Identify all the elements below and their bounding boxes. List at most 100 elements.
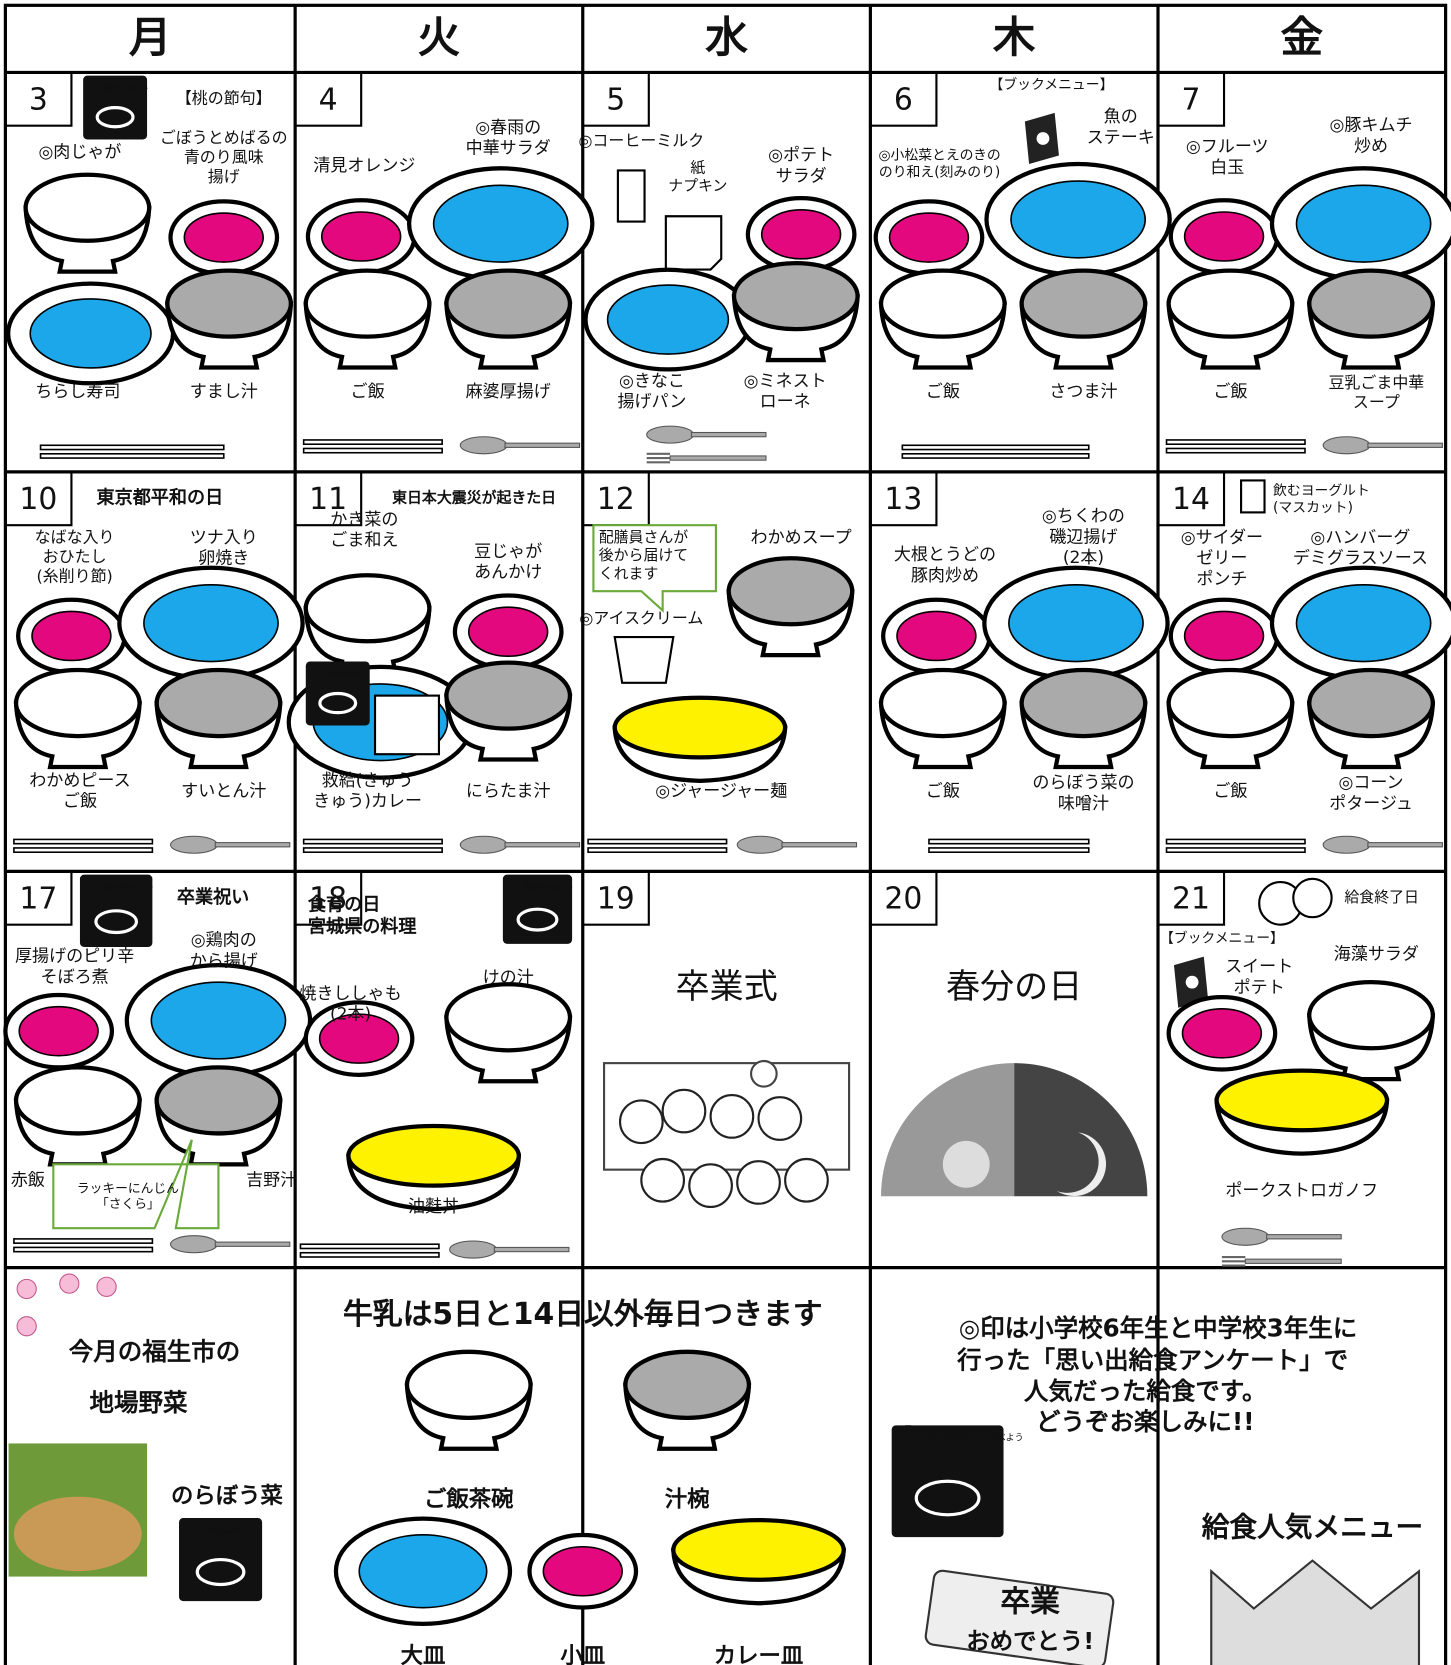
menu-item: (2本) — [330, 1005, 371, 1025]
chopstick — [302, 447, 443, 454]
label: ◎印は小学校6年生と中学校3年生に — [959, 1313, 1357, 1342]
date-box — [5, 72, 73, 127]
student — [736, 1160, 781, 1205]
note: 宮城県の料理 — [308, 916, 417, 938]
chopstick — [901, 453, 1090, 459]
menu-item: ◎肉じゃが — [38, 142, 121, 162]
date-box — [1157, 471, 1226, 527]
menu-item: ご飯 — [1213, 382, 1247, 402]
label: 今月の福生市の — [69, 1337, 241, 1366]
menu-item: ◎小松菜とえのきの — [878, 148, 1000, 164]
spoon-handle — [214, 842, 291, 848]
small-plate-food — [1183, 610, 1265, 662]
face — [1292, 877, 1333, 919]
small-plate-food — [1183, 211, 1265, 262]
date-box — [582, 72, 650, 127]
menu-item: ツナ入り — [190, 528, 258, 548]
spoon-head — [1322, 835, 1371, 854]
note: (マスカット) — [1273, 500, 1353, 516]
goal-number: 11 — [508, 876, 535, 899]
date: 7 — [1182, 83, 1201, 118]
bowl-rim — [623, 1349, 752, 1420]
menu-item: 麻婆厚揚げ — [466, 382, 551, 402]
chopstick — [39, 453, 225, 459]
moon — [1056, 1132, 1107, 1197]
date: 18 — [309, 882, 347, 917]
menu-item: 「さくら」 — [96, 1197, 160, 1212]
menu-item: 海藻サラダ — [1334, 944, 1419, 964]
blossom — [16, 1278, 37, 1300]
date-box — [1157, 871, 1226, 926]
menu-item: ◎ジャージャー麺 — [655, 781, 787, 801]
bowl-rim — [444, 982, 573, 1053]
small-plate-food — [760, 209, 842, 260]
date: 17 — [19, 882, 57, 917]
date-box — [5, 471, 73, 527]
bowl-rim — [1019, 667, 1148, 739]
date-box — [870, 871, 938, 926]
menu-item: ◎ちくわの — [1042, 507, 1125, 527]
chopstick — [13, 1246, 154, 1253]
spoon-handle — [504, 442, 581, 448]
fork-handle — [1244, 1258, 1342, 1264]
milk — [616, 169, 646, 223]
bowl-rim — [13, 1065, 142, 1136]
note: 給食終了日 — [1344, 888, 1419, 906]
date: 19 — [597, 882, 635, 917]
spoon-head — [736, 835, 785, 854]
goal-number: 7 — [311, 664, 323, 685]
bowl-rim — [444, 268, 573, 339]
chopstick — [13, 838, 154, 845]
student — [757, 1096, 803, 1141]
menu-item: そぼろ煮 — [41, 967, 109, 987]
menu-item: にらたま汁 — [466, 781, 551, 801]
small-plate-food — [1181, 1008, 1263, 1059]
menu-item: ◎アイスクリーム — [579, 608, 703, 627]
menu-item: ポタージュ — [1329, 794, 1413, 814]
blossom — [16, 1316, 37, 1337]
menu-item: (糸削り節) — [36, 566, 112, 585]
large-plate-food — [1008, 584, 1144, 663]
menu-item: ◎コーン — [1338, 773, 1403, 793]
bowl-rim — [23, 172, 152, 243]
date: 11 — [309, 482, 347, 517]
note: 飲むヨーグルト — [1273, 483, 1370, 499]
date-box — [295, 871, 363, 926]
small-plate-food — [320, 211, 402, 262]
menu-item: スイート — [1225, 957, 1293, 977]
student — [618, 1099, 664, 1145]
chopstick — [39, 444, 225, 451]
chopstick — [928, 847, 1090, 854]
bowl-rim — [878, 268, 1007, 339]
menu-item: ラッキーにんじん — [77, 1181, 179, 1196]
chopstick — [302, 838, 443, 845]
student — [688, 1163, 733, 1209]
menu-item: ご飯 — [926, 781, 960, 801]
goal-text: 和食文化を伝えよう — [102, 883, 154, 891]
book-icon-mark — [1036, 132, 1050, 145]
bowl-rim — [1307, 667, 1435, 739]
note: 【ブックメニュー】 — [990, 76, 1114, 93]
chopstick — [299, 1243, 440, 1250]
spoon-head — [1221, 1227, 1270, 1246]
spoon-handle — [781, 842, 858, 848]
menu-item: 焼きししゃも — [299, 984, 401, 1004]
menu-item: 豆乳ごま中華 — [1328, 373, 1424, 392]
label: 汁椀 — [665, 1486, 710, 1512]
menu-item: あんかけ — [474, 563, 542, 583]
napkin — [664, 215, 723, 271]
bowl-rim — [1307, 268, 1435, 339]
menu-item: くれます — [599, 564, 659, 582]
small-plate-food — [467, 606, 549, 657]
menu-item: わかめスープ — [751, 528, 852, 548]
chopstick — [1165, 838, 1306, 845]
menu-item: 配膳員さんが — [599, 528, 689, 546]
menu-item: ◎春雨の — [475, 118, 541, 138]
chopstick — [928, 838, 1090, 845]
menu-item: 後から届けて — [599, 546, 688, 564]
bowl-rim — [404, 1349, 533, 1420]
menu-item: かき菜の — [330, 510, 398, 530]
menu-item: 清見オレンジ — [313, 156, 415, 176]
bowl-rim — [1166, 268, 1295, 339]
